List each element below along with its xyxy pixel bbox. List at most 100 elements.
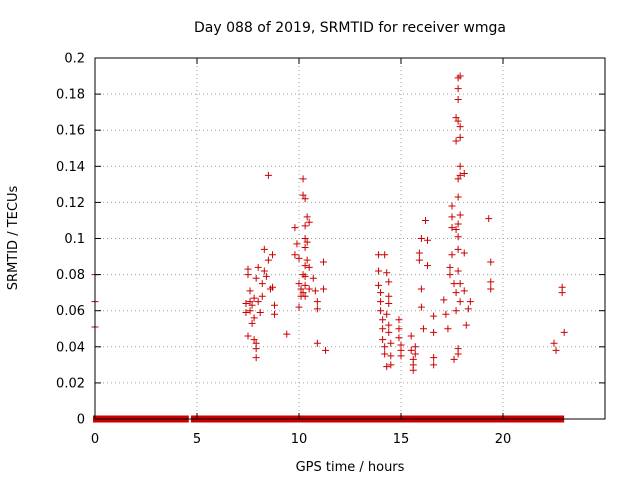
data-point <box>456 280 464 288</box>
data-point <box>295 280 303 288</box>
data-point <box>452 137 460 145</box>
data-point <box>383 269 391 277</box>
data-point <box>246 287 254 295</box>
data-point <box>244 265 252 273</box>
data-point <box>487 285 495 293</box>
data-point <box>450 280 458 288</box>
data-point <box>430 312 438 320</box>
data-point <box>283 330 291 338</box>
data-point <box>303 256 311 264</box>
data-point <box>446 263 454 271</box>
x-axis-label: GPS time / hours <box>296 460 405 475</box>
data-point <box>260 267 268 275</box>
data-point <box>485 215 493 223</box>
data-point <box>379 316 387 324</box>
data-point <box>322 346 330 354</box>
data-point <box>258 280 266 288</box>
y-tick-label: 0.2 <box>64 52 85 67</box>
data-point <box>387 339 395 347</box>
data-point <box>421 216 429 224</box>
data-point <box>301 272 309 280</box>
data-point <box>244 332 252 340</box>
grid <box>95 58 605 419</box>
data-point <box>411 343 419 351</box>
data-point <box>242 299 250 307</box>
data-point <box>291 224 299 232</box>
data-point <box>456 123 464 131</box>
y-tick-label: 0 <box>77 413 85 428</box>
y-tick-label: 0.18 <box>56 88 85 103</box>
data-point <box>271 301 279 309</box>
data-point <box>254 298 262 306</box>
data-point <box>381 343 389 351</box>
data-point <box>258 292 266 300</box>
data-point <box>430 361 438 369</box>
data-point <box>305 285 313 293</box>
x-tick-label: 0 <box>91 432 99 447</box>
data-point <box>395 334 403 342</box>
data-point <box>313 339 321 347</box>
data-point <box>454 220 462 228</box>
data-point <box>256 309 264 317</box>
data-point <box>411 350 419 358</box>
data-point <box>301 222 309 230</box>
data-point <box>385 299 393 307</box>
data-point <box>456 298 464 306</box>
data-point <box>295 303 303 311</box>
data-point <box>395 316 403 324</box>
data-point <box>264 171 272 179</box>
data-point <box>301 235 309 242</box>
data-point <box>297 285 305 293</box>
data-point <box>381 251 389 259</box>
data-point <box>424 262 432 270</box>
data-point <box>301 292 309 300</box>
data-point <box>268 251 276 259</box>
data-point <box>448 251 456 259</box>
chart-title: Day 088 of 2019, SRMTID for receiver wmg… <box>194 20 506 36</box>
data-point <box>246 307 254 315</box>
data-point <box>252 354 260 362</box>
data-point <box>271 310 279 318</box>
data-point <box>456 211 464 219</box>
data-point <box>291 251 299 259</box>
data-point <box>407 346 415 354</box>
data-point <box>319 285 327 293</box>
data-point <box>487 278 495 286</box>
data-point <box>301 281 309 289</box>
data-point <box>395 325 403 333</box>
data-point <box>377 307 385 315</box>
data-point <box>397 352 405 360</box>
data-point <box>295 254 303 262</box>
data-point <box>377 289 385 297</box>
data-point <box>415 256 423 264</box>
data-point <box>456 133 464 141</box>
data-point <box>560 328 568 336</box>
data-point <box>424 236 432 244</box>
data-point <box>264 256 272 264</box>
data-point <box>487 258 495 266</box>
data-point <box>387 352 395 360</box>
data-point <box>430 328 438 336</box>
y-tick-label: 0.08 <box>56 268 85 283</box>
data-point <box>248 319 256 327</box>
data-point <box>417 303 425 311</box>
data-point <box>303 238 311 246</box>
data-point <box>452 114 460 122</box>
data-point <box>377 298 385 306</box>
data-point <box>440 296 448 304</box>
data-point <box>268 283 276 291</box>
data-point <box>454 85 462 93</box>
data-point <box>456 171 464 179</box>
data-point <box>250 294 258 302</box>
data-point <box>311 287 319 295</box>
data-point <box>558 289 566 297</box>
data-point <box>383 363 391 371</box>
data-point <box>448 224 456 232</box>
data-point <box>309 274 317 282</box>
data-point <box>407 332 415 340</box>
data-point <box>387 361 395 369</box>
data-point <box>379 336 387 344</box>
data-point <box>419 325 427 333</box>
data-point <box>254 263 262 271</box>
